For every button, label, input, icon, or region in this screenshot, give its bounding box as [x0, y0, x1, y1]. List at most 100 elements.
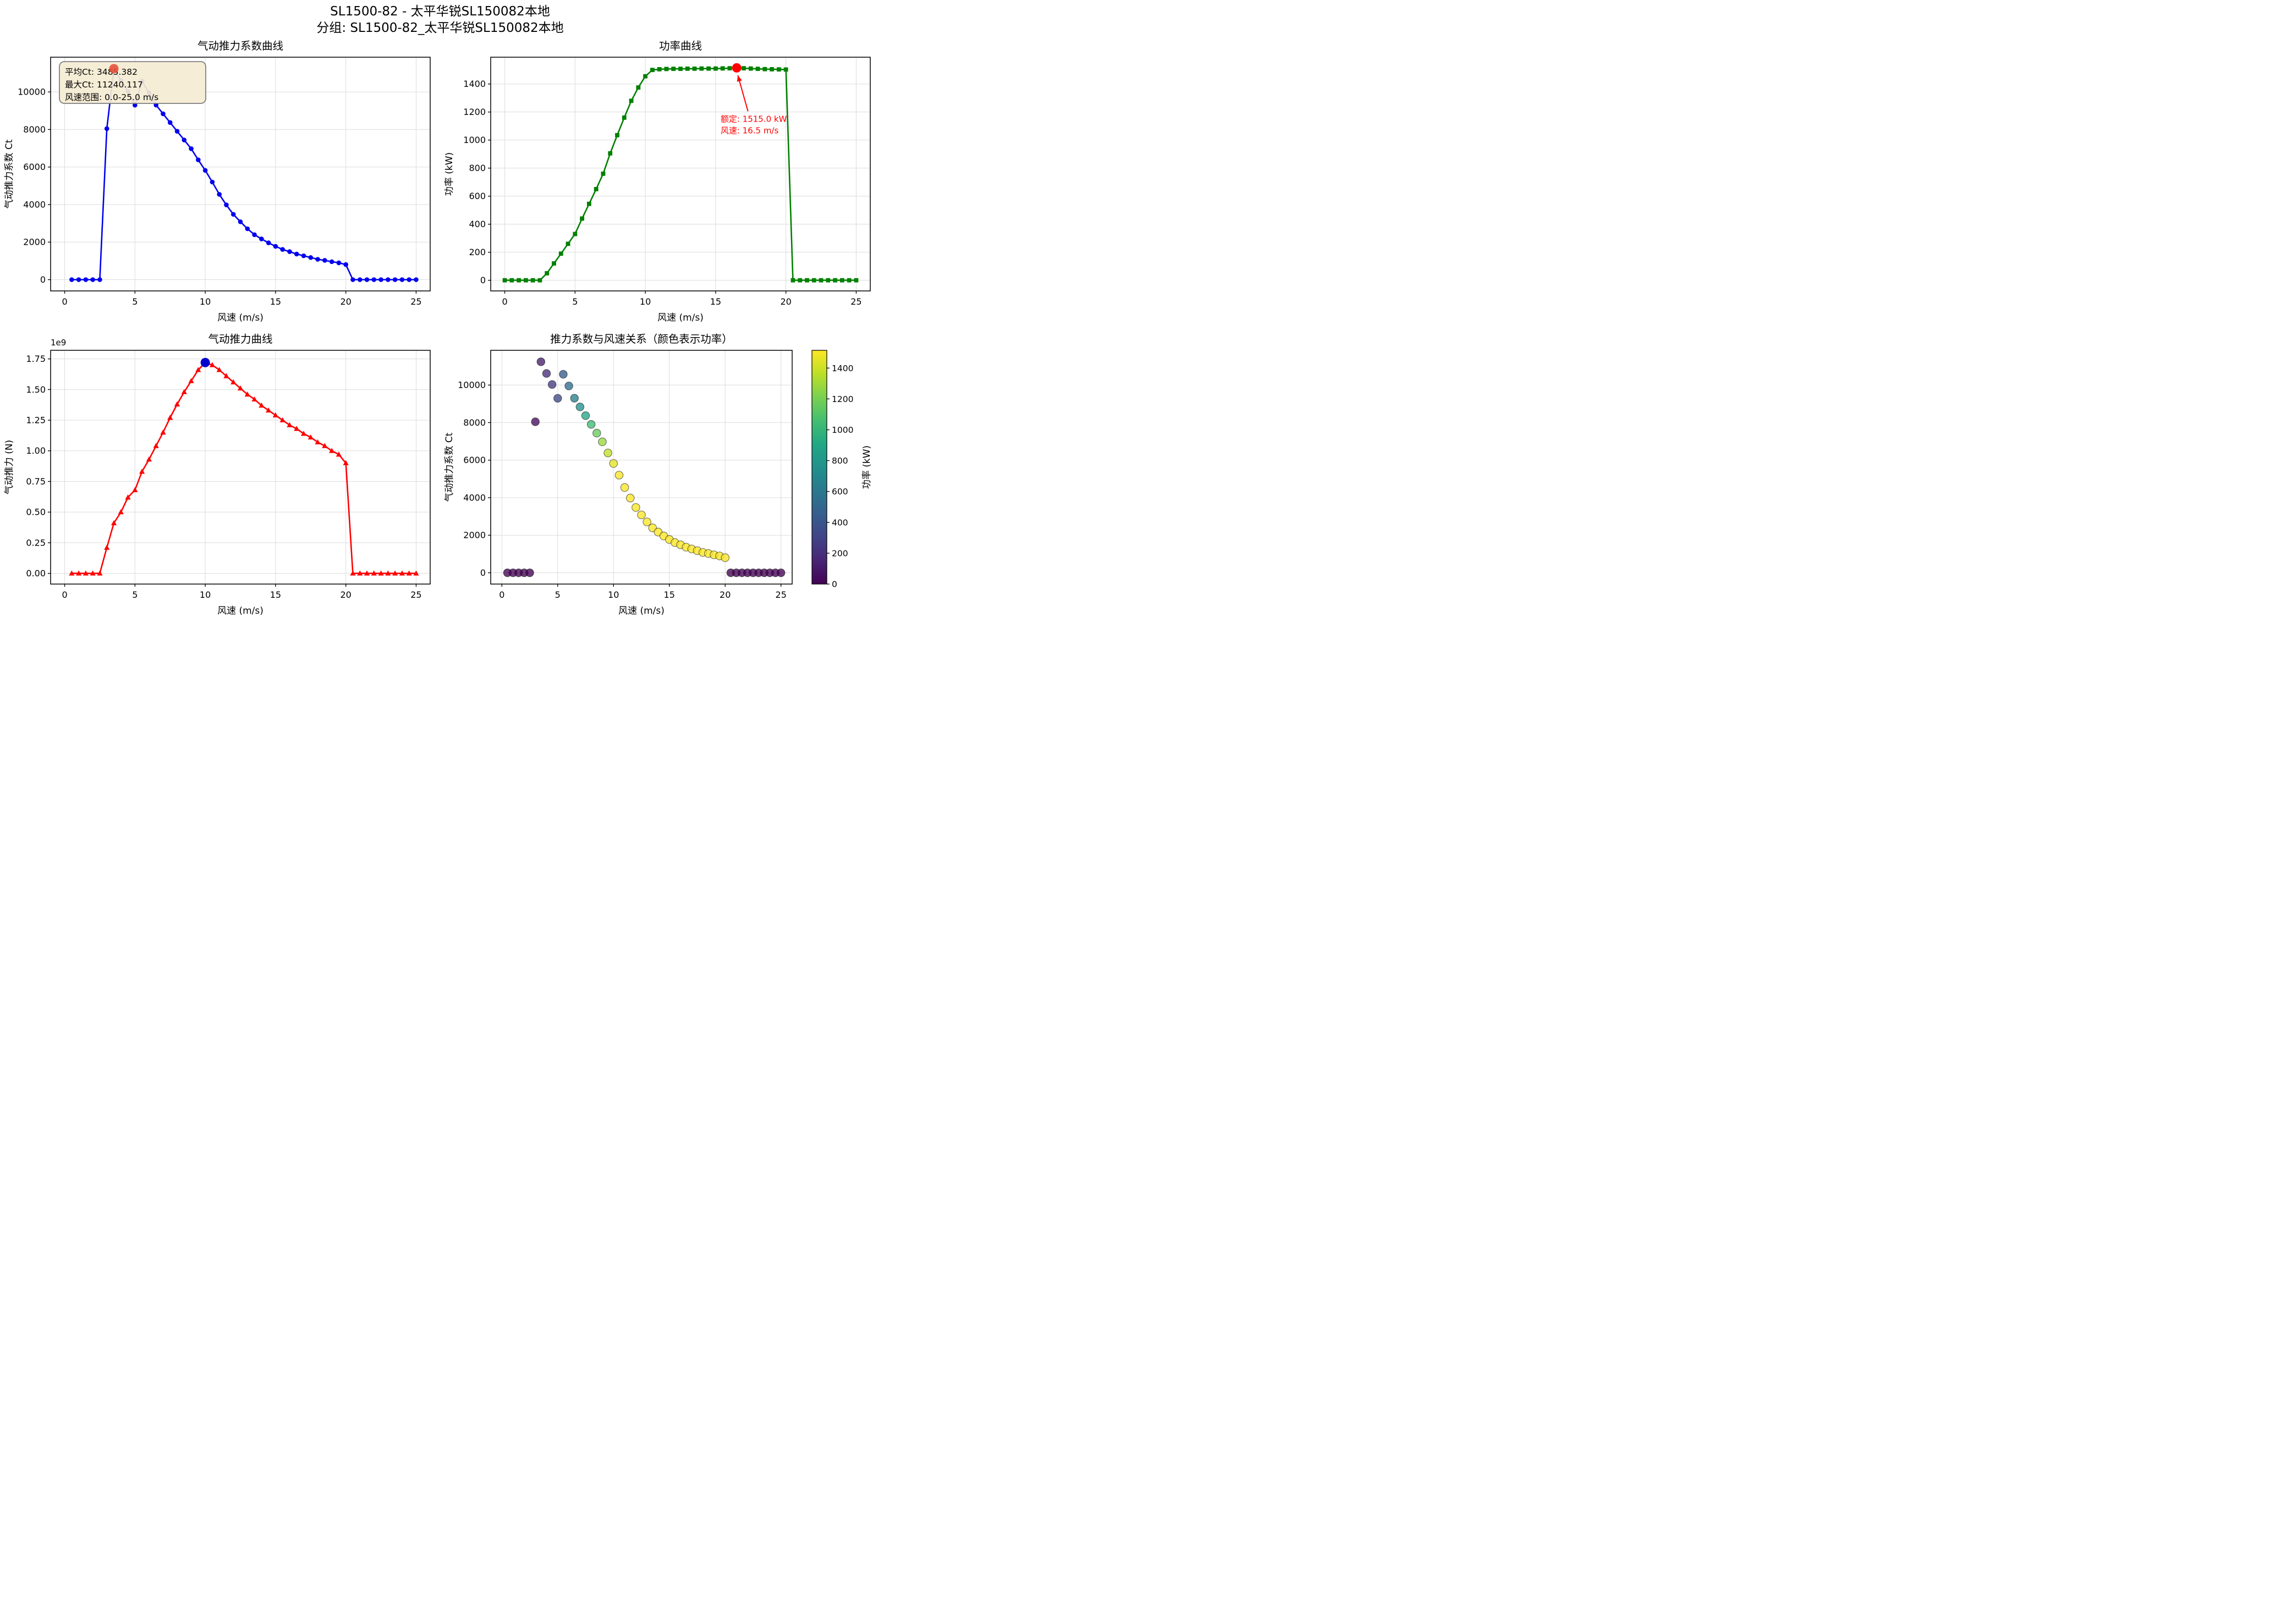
x-tick-label: 10	[200, 590, 211, 600]
y-axis-label: 功率 (kW)	[444, 152, 455, 196]
panel-power-curve: 额定: 1515.0 kW 风速: 16.5 m/s 0 5 10 15 20 25 0 200 4…	[440, 36, 880, 329]
y-tick-label: 1.25	[26, 415, 46, 426]
grid-lines	[491, 350, 792, 584]
scatter-point	[614, 471, 624, 480]
ct_power_scatter-chart: 0 5 10 15 20 250200040006000800010000推力系数与风速关…	[444, 333, 872, 616]
x-tick-label: 15	[270, 296, 281, 307]
y-tick-label: 4000	[23, 199, 46, 210]
y-tick-label: 2000	[23, 237, 46, 247]
tick-marks	[48, 358, 417, 587]
power_curve-markers	[502, 65, 859, 283]
y-tick-label: 10000	[458, 380, 486, 390]
scatter-point	[525, 568, 534, 577]
scatter-point	[570, 394, 579, 403]
y-tick-label: 0	[40, 274, 46, 285]
ct_curve-chart: 平均Ct: 3485.382 最大Ct: 11240.117 风速范围: 0.0-2…	[4, 40, 431, 323]
y-tick-label: 800	[469, 163, 486, 173]
x-tick-label: 15	[710, 296, 721, 307]
figure-title-line2: 分组: SL1500-82_太平华锐SL150082本地	[316, 21, 564, 35]
scatter-point	[632, 503, 640, 512]
x-tick-label: 0	[502, 296, 507, 307]
x-tick-label: 25	[410, 296, 421, 307]
stats-box-line: 最大Ct: 11240.117	[65, 80, 143, 90]
y-tick-label: 6000	[463, 455, 486, 465]
thrust_curve-markers	[69, 359, 419, 576]
x-tick-label: 25	[410, 590, 421, 600]
y-tick-label: 1.00	[26, 445, 46, 456]
y-axis-label: 气动推力 (N)	[4, 440, 15, 494]
x-tick-label: 10	[640, 296, 651, 307]
axes-frame	[50, 57, 431, 291]
colorbar-label: 功率 (kW)	[861, 445, 872, 489]
x-tick-label: 0	[62, 296, 67, 307]
scatter-point	[559, 370, 568, 379]
y-tick-label: 1400	[463, 79, 486, 89]
power_curve-line	[504, 67, 857, 281]
x-axis-label: 风速 (m/s)	[657, 312, 704, 323]
stats-box-line: 风速范围: 0.0-25.0 m/s	[65, 92, 158, 102]
scatter-point	[609, 459, 618, 468]
x-tick-label: 0	[499, 590, 504, 600]
ct_power_scatter-points	[503, 357, 786, 577]
x-tick-label: 25	[776, 590, 787, 600]
axes-frame	[490, 57, 871, 291]
scatter-point	[592, 428, 601, 438]
scatter-point	[721, 553, 730, 562]
colorbar-tick-label: 1200	[832, 394, 853, 404]
y-tick-label: 0.00	[26, 568, 46, 579]
scatter-point	[625, 493, 635, 503]
x-tick-label: 20	[340, 590, 351, 600]
panel-title: 气动推力系数曲线	[197, 40, 283, 52]
axes-frame	[50, 350, 431, 585]
annotation-arrow	[737, 75, 749, 112]
x-axis-label: 风速 (m/s)	[217, 312, 264, 323]
scatter-point	[531, 417, 540, 426]
x-tick-label: 0	[62, 590, 67, 600]
axes-frame	[490, 350, 793, 585]
x-tick-label: 5	[555, 590, 561, 600]
ct_curve-markers	[69, 66, 419, 282]
x-tick-label: 10	[608, 590, 619, 600]
x-tick-label: 5	[132, 296, 138, 307]
y-tick-label: 400	[469, 219, 486, 229]
y-tick-label: 10000	[18, 87, 46, 97]
y-tick-label: 8000	[463, 417, 486, 428]
annotation-arrowhead	[737, 75, 742, 82]
scatter-point	[637, 510, 646, 520]
scatter-point	[776, 568, 786, 577]
y-tick-label: 0.25	[26, 537, 46, 548]
scatter-point	[598, 437, 607, 447]
x-tick-label: 5	[132, 590, 138, 600]
y-tick-label: 1200	[463, 107, 486, 117]
grid-lines	[491, 57, 870, 291]
y-tick-label: 2000	[463, 530, 486, 541]
panel-title: 推力系数与风速关系（颜色表示功率）	[550, 333, 733, 345]
annotation-line: 额定: 1515.0 kW	[721, 114, 787, 124]
y-axis-label: 气动推力系数 Ct	[444, 432, 455, 502]
scatter-point	[547, 380, 557, 389]
highlight-point	[200, 357, 210, 367]
thrust_curve-chart: 0 5 10 15 20 25 0.00 0.25 0.50 0.75 1.00 1.25 1.50 1.…	[4, 333, 431, 616]
colorbar-tick-label: 0	[832, 580, 837, 590]
annotation-line: 风速: 16.5 m/s	[721, 125, 779, 135]
colorbar-tick-label: 1400	[832, 364, 853, 373]
axis-offset-label: 1e9	[51, 338, 66, 348]
colorbar	[811, 350, 827, 585]
scatter-point	[620, 483, 629, 492]
x-tick-label: 20	[340, 296, 351, 307]
figure-title: SL1500-82 - 太平华锐SL150082本地 分组: SL1500-82…	[0, 3, 880, 36]
panel-title: 气动推力曲线	[208, 333, 272, 345]
y-tick-label: 0.75	[26, 476, 46, 487]
colorbar-tick-label: 1000	[832, 425, 853, 435]
figure: SL1500-82 - 太平华锐SL150082本地 分组: SL1500-82…	[0, 0, 880, 624]
panel-ct-scatter: 0 5 10 15 20 25 0 2000 4000 6000 8000 10000 推力系数与风速关…	[440, 329, 880, 623]
y-tick-label: 200	[469, 247, 486, 257]
scatter-point	[553, 394, 562, 403]
x-axis-label: 风速 (m/s)	[217, 605, 264, 616]
scatter-point	[564, 382, 573, 390]
stats-box	[59, 61, 206, 104]
colorbar-tick-label: 800	[832, 456, 848, 466]
plots-grid: 平均Ct: 3485.382 最大Ct: 11240.117 风速范围: 0.0-2…	[0, 36, 880, 623]
y-tick-label: 1000	[463, 135, 486, 145]
